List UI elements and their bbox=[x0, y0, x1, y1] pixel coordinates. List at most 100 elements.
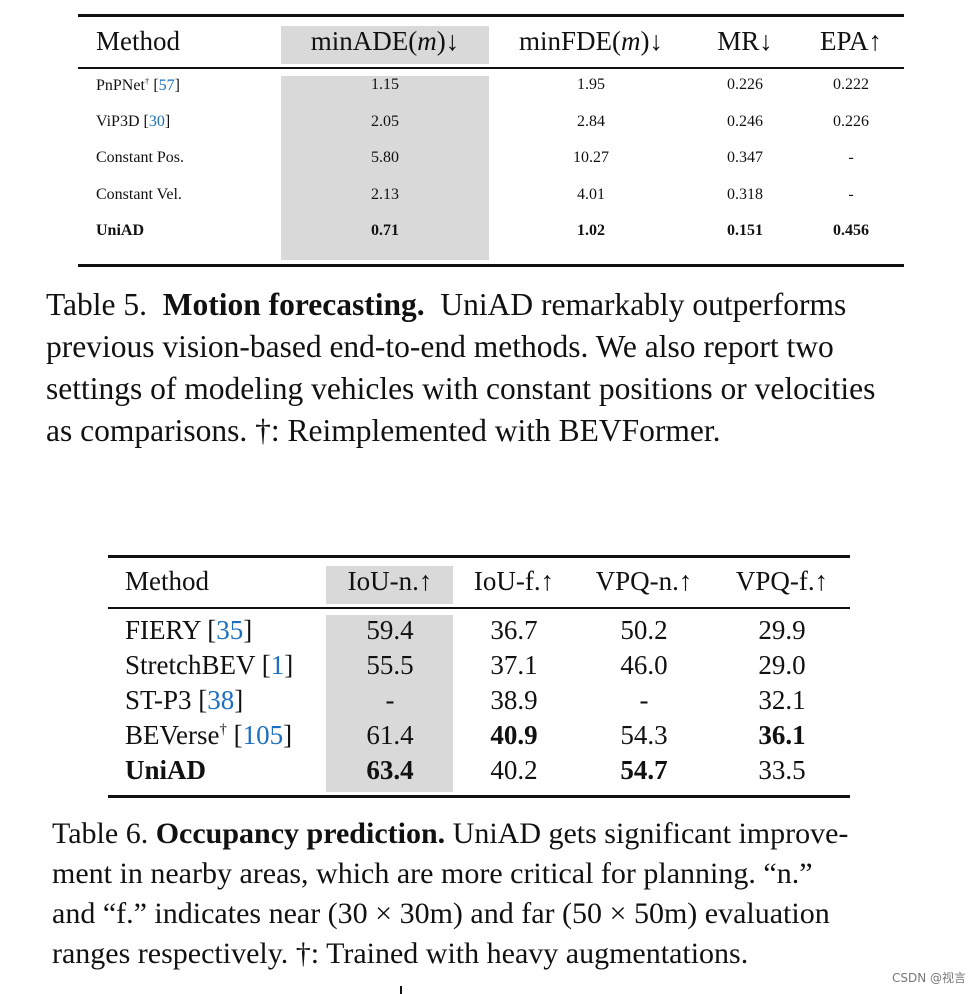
dagger-mark: † bbox=[219, 721, 227, 738]
table5-header-highlight bbox=[281, 26, 489, 64]
table6-caption-label: Table 6. bbox=[52, 817, 149, 850]
table6-value-cell: 63.4 bbox=[366, 755, 414, 785]
table6-value-cell: 54.7 bbox=[620, 755, 668, 785]
method-cell: StretchBEV [1] bbox=[125, 650, 294, 680]
citation-link[interactable]: 105 bbox=[242, 720, 284, 750]
table6-value-cell: 36.7 bbox=[490, 615, 538, 645]
table5-caption-line-1: Table 5. Motion forecasting. UniAD remar… bbox=[46, 284, 875, 326]
table6-value-cell: 50.2 bbox=[620, 615, 668, 645]
table5-value-cell: - bbox=[848, 149, 854, 166]
method-cell: UniAD bbox=[96, 222, 144, 240]
method-name: PnPNet bbox=[96, 77, 145, 95]
table6-caption-line-4: ranges respectively. †: Trained with hea… bbox=[52, 937, 749, 970]
table5-value-cell: 0.226 bbox=[727, 76, 763, 93]
method-cell: PnPNet† [57] bbox=[96, 76, 180, 95]
table5-bottom-rule bbox=[78, 264, 904, 267]
table6-caption-text-1: UniAD gets significant improve- bbox=[452, 817, 849, 850]
method-name: FIERY bbox=[125, 615, 201, 645]
table6-value-cell: 32.1 bbox=[758, 685, 806, 715]
table5-caption-title: Motion forecasting. bbox=[162, 287, 425, 322]
table5-value-cell: 2.13 bbox=[371, 185, 399, 203]
table6-header-vpq-near: VPQ-n.↑ bbox=[595, 566, 693, 596]
table5-caption-text-1: UniAD remarkably outperforms bbox=[440, 287, 847, 322]
dagger-mark: † bbox=[144, 76, 150, 86]
method-cell: ST-P3 [38] bbox=[125, 685, 244, 715]
table5-caption: Table 5. Motion forecasting. UniAD remar… bbox=[46, 284, 875, 452]
table5-value-cell: 1.15 bbox=[371, 76, 399, 93]
table5-header-epa: EPA↑ bbox=[819, 26, 883, 56]
table6-value-cell: 59.4 bbox=[366, 615, 414, 645]
method-name: UniAD bbox=[125, 755, 207, 785]
table6-caption-line-3: and “f.” indicates near (30 × 30m) and f… bbox=[52, 897, 830, 930]
table6-bottom-rule bbox=[108, 795, 850, 798]
table6-top-rule bbox=[108, 555, 850, 558]
table5-column-highlight bbox=[281, 76, 489, 260]
table6-caption-line-2: ment in nearby areas, which are more cri… bbox=[52, 857, 813, 890]
table5-value-cell: 5.80 bbox=[371, 149, 399, 166]
table5-value-cell: 0.222 bbox=[833, 76, 869, 93]
citation-link[interactable]: 38 bbox=[207, 685, 235, 715]
table6-header-rule bbox=[108, 607, 850, 609]
table6-caption-line-1: Table 6. Occupancy prediction. UniAD get… bbox=[52, 814, 848, 854]
table6-value-cell: 40.9 bbox=[490, 720, 538, 750]
table5-value-cell: - bbox=[848, 185, 854, 203]
table5-value-cell: 2.05 bbox=[371, 112, 399, 130]
citation-link[interactable]: 57 bbox=[158, 77, 175, 95]
table6-caption: Table 6. Occupancy prediction. UniAD get… bbox=[52, 814, 848, 974]
table6-header-iou-far: IoU-f.↑ bbox=[473, 566, 555, 596]
table5-header-mr: MR↓ bbox=[717, 26, 773, 56]
table6-header-iou-near: IoU-n.↑ bbox=[347, 566, 433, 596]
table6-value-cell: 40.2 bbox=[490, 755, 538, 785]
table6-header-highlight bbox=[326, 566, 453, 604]
table6-caption-title: Occupancy prediction. bbox=[155, 817, 446, 850]
method-cell: Constant Vel. bbox=[96, 186, 182, 204]
table6-value-cell: 46.0 bbox=[620, 650, 668, 680]
method-cell: FIERY [35] bbox=[125, 615, 253, 645]
method-name: Constant Pos. bbox=[96, 149, 185, 166]
table5-value-cell: 1.95 bbox=[577, 76, 605, 93]
method-cell: ViP3D [30] bbox=[96, 112, 171, 130]
table5-caption-label: Table 5. bbox=[46, 287, 148, 322]
method-name: StretchBEV bbox=[125, 650, 255, 680]
table5-value-cell: 0.151 bbox=[727, 222, 763, 239]
table5-value-cell: 0.456 bbox=[833, 222, 869, 239]
table5-header-method: Method bbox=[96, 26, 180, 56]
table5-header-rule bbox=[78, 67, 904, 69]
table6-value-cell: 37.1 bbox=[490, 650, 538, 680]
table5-caption-line-2: previous vision-based end-to-end methods… bbox=[46, 329, 834, 364]
table5-value-cell: 10.27 bbox=[573, 149, 609, 166]
table6-value-cell: 38.9 bbox=[490, 685, 538, 715]
page-edge-mark bbox=[400, 986, 402, 994]
table5-header-minade: minADE(m)↓ bbox=[310, 26, 460, 56]
citation-link[interactable]: 35 bbox=[216, 615, 244, 645]
table5-value-cell: 4.01 bbox=[577, 185, 605, 203]
table6-value-cell: - bbox=[639, 685, 649, 715]
table6-value-cell: - bbox=[385, 685, 395, 715]
table6-column-highlight bbox=[326, 615, 453, 792]
table6-header-vpq-far: VPQ-f.↑ bbox=[735, 566, 829, 596]
table6-value-cell: 36.1 bbox=[758, 720, 806, 750]
table5-caption-line-4: as comparisons. †: Reimplemented with BE… bbox=[46, 413, 721, 448]
citation-link[interactable]: 30 bbox=[148, 112, 165, 130]
table5-value-cell: 1.02 bbox=[577, 222, 605, 239]
method-cell: Constant Pos. bbox=[96, 149, 184, 167]
table6-value-cell: 61.4 bbox=[366, 720, 414, 750]
table5-value-cell: 0.246 bbox=[727, 112, 763, 130]
table5-value-cell: 0.318 bbox=[727, 185, 763, 203]
table5-value-cell: 0.226 bbox=[833, 112, 869, 130]
method-name: BEVerse bbox=[125, 720, 220, 750]
table6-value-cell: 54.3 bbox=[620, 720, 668, 750]
method-name: ViP3D bbox=[96, 112, 140, 130]
table6-value-cell: 55.5 bbox=[366, 650, 414, 680]
method-name: Constant Vel. bbox=[96, 185, 182, 203]
table6-header-method: Method bbox=[125, 566, 209, 596]
table5-caption-line-3: settings of modeling vehicles with const… bbox=[46, 371, 876, 406]
citation-link[interactable]: 1 bbox=[270, 650, 285, 680]
table5-top-rule bbox=[78, 14, 904, 17]
table5-value-cell: 0.71 bbox=[371, 222, 399, 239]
table6-value-cell: 33.5 bbox=[758, 755, 806, 785]
method-name: UniAD bbox=[96, 222, 145, 239]
table6-value-cell: 29.9 bbox=[758, 615, 806, 645]
table5-value-cell: 0.347 bbox=[727, 149, 763, 166]
method-cell: BEVerse† [105] bbox=[125, 720, 293, 750]
